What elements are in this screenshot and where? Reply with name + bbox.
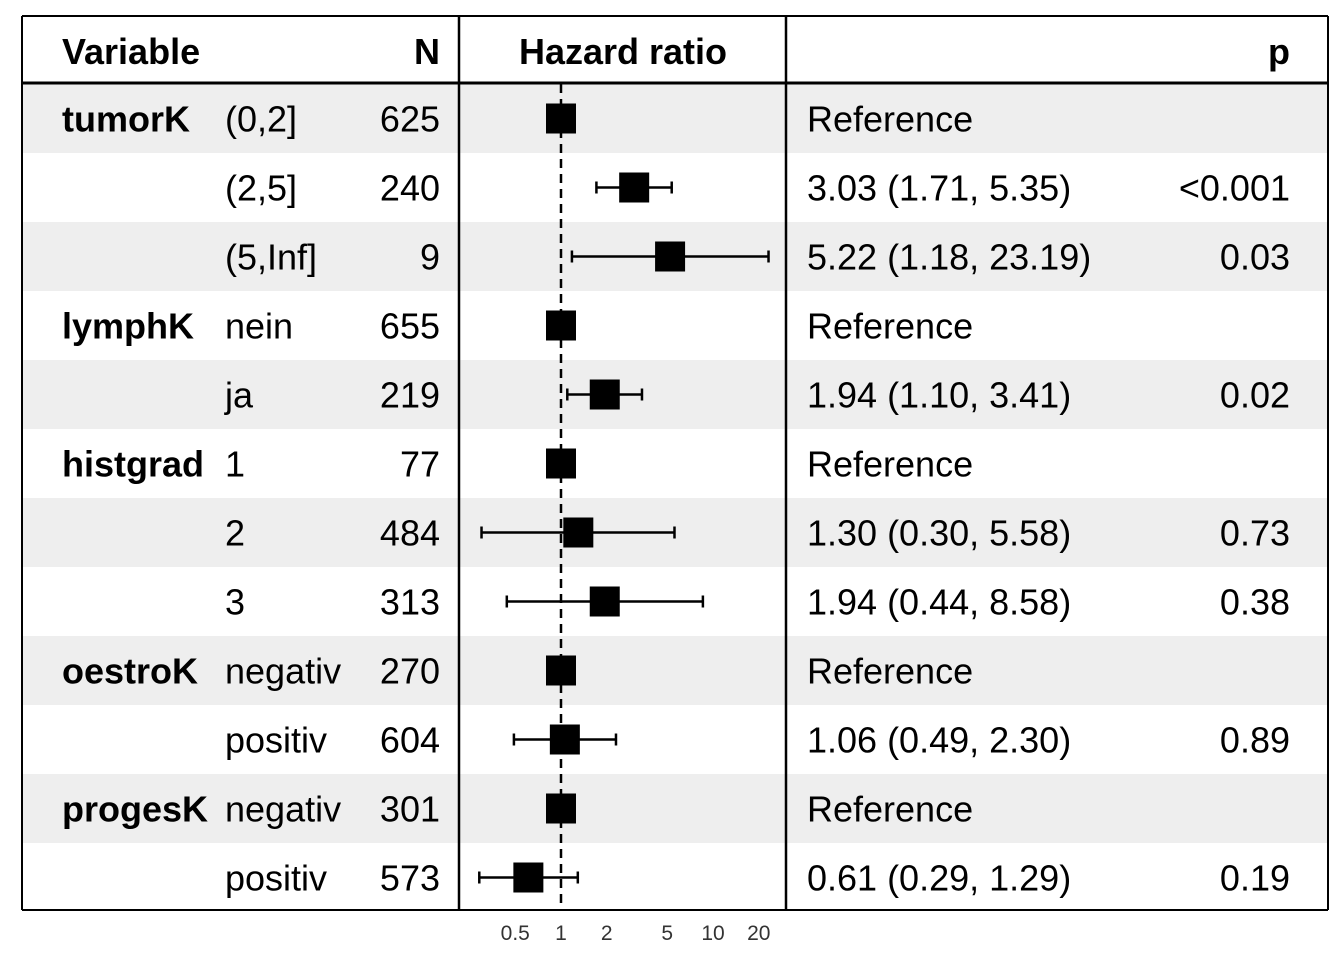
estimate-text: Reference — [807, 789, 973, 830]
level-label: 1 — [225, 444, 245, 485]
x-tick-label: 0.5 — [501, 922, 530, 945]
row-stripe — [22, 360, 1328, 429]
hr-marker — [513, 862, 544, 893]
estimate-text: 3.03 (1.71, 5.35) — [807, 168, 1071, 209]
n-value: 301 — [380, 789, 440, 830]
p-value: 0.89 — [1220, 720, 1290, 761]
estimate-text: 1.30 (0.30, 5.58) — [807, 513, 1071, 554]
estimate-text: 0.61 (0.29, 1.29) — [807, 858, 1071, 899]
estimate-text: 1.94 (1.10, 3.41) — [807, 375, 1071, 416]
variable-label: oestroK — [62, 651, 198, 692]
p-value: 0.38 — [1220, 582, 1290, 623]
n-value: 219 — [380, 375, 440, 416]
level-label: negativ — [225, 651, 341, 692]
level-label: positiv — [225, 720, 327, 761]
n-value: 270 — [380, 651, 440, 692]
x-tick-label: 1 — [555, 922, 567, 945]
p-value: <0.001 — [1179, 168, 1290, 209]
variable-label: histgrad — [62, 444, 204, 485]
plot-marks — [478, 84, 770, 910]
estimate-text: Reference — [807, 99, 973, 140]
n-value: 240 — [380, 168, 440, 209]
row-stripe — [22, 84, 1328, 153]
row-stripe — [22, 636, 1328, 705]
n-value: 9 — [420, 237, 440, 278]
header-p: p — [1268, 31, 1290, 72]
x-tick-label: 10 — [701, 922, 724, 945]
level-label: (0,2] — [225, 99, 297, 140]
hr-marker — [549, 724, 580, 755]
n-value: 573 — [380, 858, 440, 899]
p-value: 0.03 — [1220, 237, 1290, 278]
header-variable: Variable — [62, 31, 200, 72]
n-value: 625 — [380, 99, 440, 140]
hr-marker — [589, 379, 620, 410]
hr-marker — [546, 448, 576, 479]
row-stripes — [22, 84, 1328, 843]
variable-label: lymphK — [62, 306, 194, 347]
n-value: 77 — [400, 444, 440, 485]
p-value: 0.02 — [1220, 375, 1290, 416]
x-axis-ticks: 0.5 1 2 5 10 20 — [501, 922, 771, 945]
estimate-text: 5.22 (1.18, 23.19) — [807, 237, 1091, 278]
level-label: 3 — [225, 582, 245, 623]
estimate-text: Reference — [807, 444, 973, 485]
x-tick-label: 5 — [661, 922, 673, 945]
hr-marker — [563, 517, 594, 548]
table-rows: tumorK (0,2] 625 Reference (2,5] 240 3.03 (1.7… — [62, 99, 1290, 899]
estimate-text: Reference — [807, 651, 973, 692]
level-label: negativ — [225, 789, 341, 830]
hr-marker — [655, 241, 686, 272]
table-frame — [21, 15, 1329, 911]
x-tick-label: 2 — [601, 922, 613, 945]
level-label: nein — [225, 306, 293, 347]
hr-marker — [619, 172, 650, 203]
header-hazard-ratio: Hazard ratio — [519, 31, 727, 72]
variable-label: progesK — [62, 789, 208, 830]
level-label: (2,5] — [225, 168, 297, 209]
level-label: (5,Inf] — [225, 237, 317, 278]
estimate-text: 1.06 (0.49, 2.30) — [807, 720, 1071, 761]
level-label: 2 — [225, 513, 245, 554]
p-value: 0.19 — [1220, 858, 1290, 899]
hr-marker — [546, 103, 576, 134]
estimate-text: 1.94 (0.44, 8.58) — [807, 582, 1071, 623]
hr-marker — [589, 586, 620, 617]
n-value: 604 — [380, 720, 440, 761]
n-value: 484 — [380, 513, 440, 554]
n-value: 313 — [380, 582, 440, 623]
level-label: positiv — [225, 858, 327, 899]
p-value: 0.73 — [1220, 513, 1290, 554]
hr-marker — [546, 655, 576, 686]
x-tick-label: 20 — [747, 922, 770, 945]
hr-marker — [546, 793, 576, 824]
n-value: 655 — [380, 306, 440, 347]
variable-label: tumorK — [62, 99, 190, 140]
header-n: N — [414, 31, 440, 72]
level-label: ja — [224, 375, 254, 416]
estimate-text: Reference — [807, 306, 973, 347]
column-headers: Variable N Hazard ratio p — [62, 31, 1290, 72]
row-stripe — [22, 774, 1328, 843]
hr-marker — [546, 310, 576, 341]
